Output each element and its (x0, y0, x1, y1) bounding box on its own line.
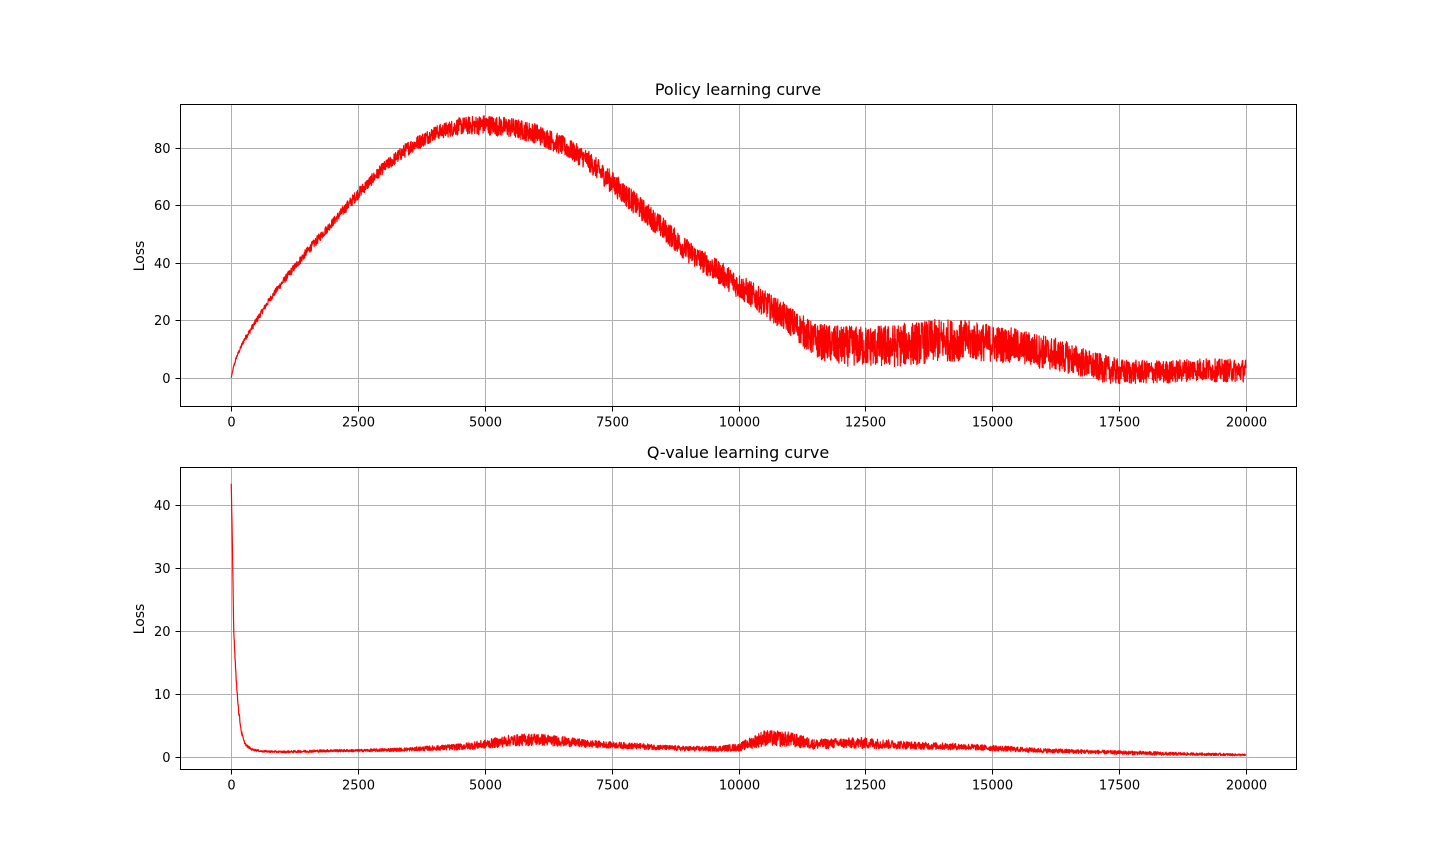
qvalue-chart-title: Q-value learning curve (647, 443, 829, 462)
y-tick-label: 40 (154, 499, 171, 514)
y-tick-label: 40 (154, 257, 171, 272)
qvalue-chart: Q-value learning curve Loss 0 2500 5000 750… (132, 443, 1297, 794)
x-tick-label: 5000 (469, 779, 502, 794)
qvalue-grid (180, 467, 1297, 770)
qvalue-series (230, 483, 1247, 757)
x-tick-label: 7500 (596, 416, 629, 431)
y-tick-label: 30 (154, 562, 171, 577)
x-tick-label: 10000 (719, 416, 760, 431)
y-tick-label: 10 (154, 688, 171, 703)
x-tick-label: 10000 (719, 779, 760, 794)
y-tick-label: 20 (154, 314, 171, 329)
policy-ticks: 0 2500 5000 7500 10000 12500 15000 17500 20000 0 2… (154, 142, 1267, 431)
y-tick-label: 80 (154, 142, 171, 157)
qvalue-series-line (230, 483, 1247, 757)
qvalue-ticks: 0 2500 5000 7500 10000 12500 15000 17500 20000 0 1… (154, 499, 1267, 794)
y-tick-label: 60 (154, 199, 171, 214)
x-tick-label: 2500 (342, 779, 375, 794)
x-tick-label: 12500 (845, 416, 886, 431)
x-tick-label: 12500 (845, 779, 886, 794)
x-tick-label: 5000 (469, 416, 502, 431)
y-tick-label: 20 (154, 625, 171, 640)
policy-series (230, 115, 1247, 385)
x-tick-label: 20000 (1226, 779, 1267, 794)
x-tick-label: 7500 (596, 779, 629, 794)
policy-chart-title: Policy learning curve (655, 80, 821, 99)
y-tick-label: 0 (162, 751, 170, 766)
qvalue-y-axis-label: Loss (132, 604, 148, 635)
x-tick-label: 15000 (972, 416, 1013, 431)
x-tick-label: 2500 (342, 416, 375, 431)
x-tick-label: 15000 (972, 779, 1013, 794)
policy-series-line (230, 115, 1247, 385)
x-tick-label: 0 (227, 779, 235, 794)
policy-chart: Policy learning curve Loss 0 2500 5000 7500… (132, 80, 1297, 431)
y-tick-label: 0 (162, 372, 170, 387)
x-tick-label: 20000 (1226, 416, 1267, 431)
x-tick-label: 17500 (1099, 416, 1140, 431)
x-tick-label: 0 (227, 416, 235, 431)
qvalue-plot-frame (180, 467, 1297, 770)
policy-plot-frame (180, 104, 1297, 407)
policy-y-axis-label: Loss (132, 241, 148, 272)
x-tick-label: 17500 (1099, 779, 1140, 794)
